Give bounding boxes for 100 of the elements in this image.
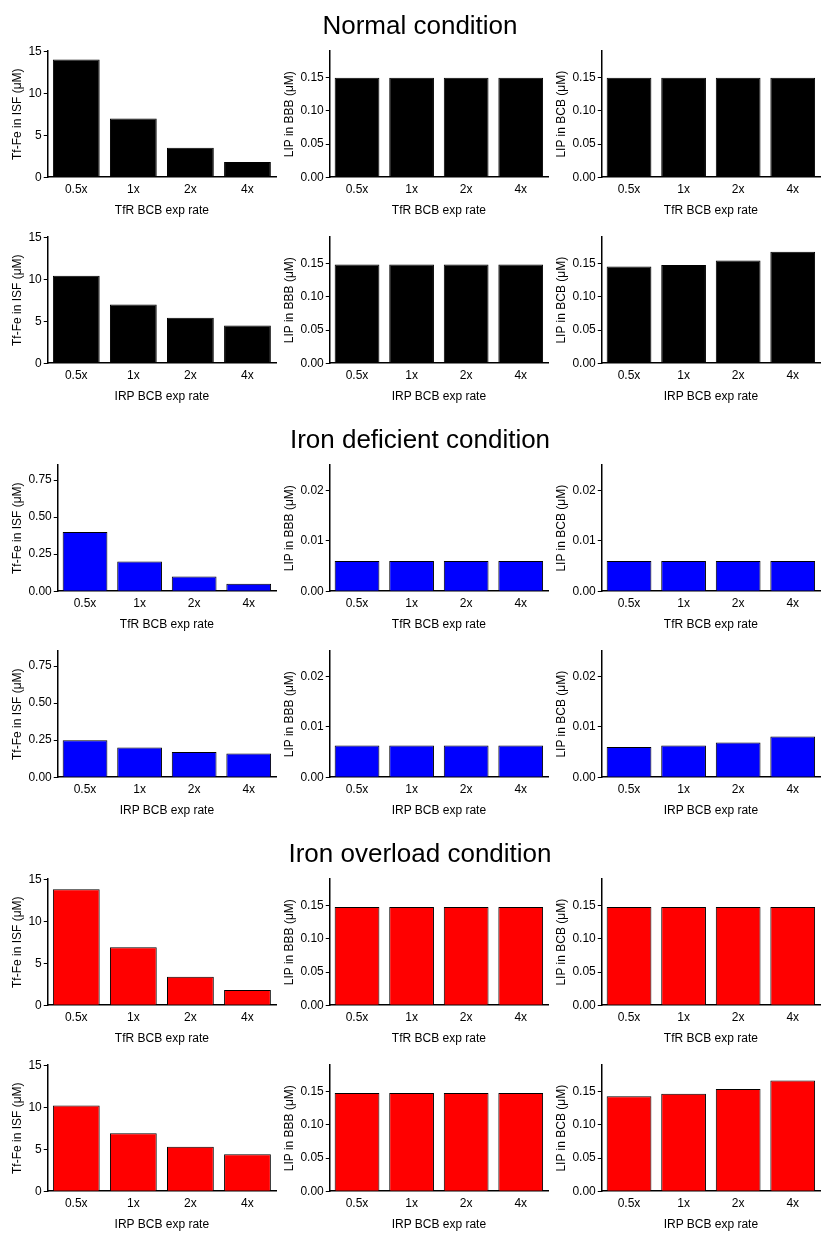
x-tick-label: 2x [459,1009,473,1024]
x-axis-title: TfR BCB exp rate [663,617,759,632]
y-tick-label: 0.15 [572,256,597,271]
y-tick-label: 0 [35,997,43,1012]
y-tick-label: 0.05 [300,964,325,979]
x-tick-label: 1x [677,595,690,610]
x-tick-label: 4x [242,781,256,796]
y-tick-label: 0.10 [300,1117,325,1132]
y-tick-label: 0.15 [300,898,325,913]
y-tick-label: 0.05 [572,964,597,979]
y-tick-label: 0.05 [300,1150,325,1165]
x-tick-label: 0.5x [345,367,369,382]
y-axis-title: LIP in BBB (μM) [281,899,296,986]
x-tick-label: 2x [459,1195,473,1210]
y-tick-label: 0 [35,169,43,184]
x-tick-label: 1x [677,1195,690,1210]
y-tick-label: 0.01 [572,719,597,734]
x-tick-label: 0.5x [617,367,641,382]
y-tick-label: 15 [28,871,43,886]
x-tick-label: 0.5x [345,1195,369,1210]
y-tick-label: 0.01 [300,533,325,548]
y-tick-label: 15 [28,1057,43,1072]
y-tick-label: 0.10 [300,103,325,118]
x-tick-label: 2x [731,1195,745,1210]
x-axis-title: IRP BCB exp rate [114,1217,210,1232]
x-tick-label: 0.5x [64,367,88,382]
x-axis-title: IRP BCB exp rate [391,803,487,818]
x-axis-title: TfR BCB exp rate [391,617,487,632]
text: Iron overload condition [287,837,553,870]
x-tick-label: 2x [731,595,745,610]
x-axis-title: TfR BCB exp rate [663,1031,759,1046]
y-tick-label: 0.10 [572,931,597,946]
x-axis-title: IRP BCB exp rate [391,389,487,404]
y-tick-label: 0.05 [300,322,325,337]
y-tick-label: 0 [35,1183,43,1198]
y-axis-title: Tf-Fe in ISF (μM) [9,254,24,346]
x-tick-label: 2x [731,367,745,382]
x-tick-label: 1x [677,181,690,196]
x-tick-label: 4x [241,1195,254,1210]
x-axis-title: IRP BCB exp rate [663,803,759,818]
x-tick-label: 0.5x [617,1009,641,1024]
x-tick-label: 1x [133,595,146,610]
x-axis-title: IRP BCB exp rate [663,389,759,404]
x-tick-label: 4x [514,367,528,382]
x-tick-label: 4x [241,367,254,382]
x-tick-label: 2x [731,1009,745,1024]
x-tick-label: 2x [459,781,473,796]
x-tick-label: 4x [241,181,254,196]
x-tick-label: 1x [405,181,418,196]
x-tick-label: 2x [731,781,745,796]
x-tick-label: 0.5x [73,781,97,796]
x-tick-label: 1x [405,1195,418,1210]
y-tick-label: 0 [35,355,43,370]
x-tick-label: 0.5x [73,595,97,610]
y-tick-label: 0.00 [300,169,325,184]
x-axis-title: TfR BCB exp rate [114,203,210,218]
y-tick-label: 0.00 [300,583,325,598]
x-tick-label: 2x [187,781,201,796]
x-tick-label: 1x [677,1009,690,1024]
x-tick-label: 2x [459,181,473,196]
y-axis-title: LIP in BCB (μM) [553,484,568,572]
y-tick-label: 0.10 [300,289,325,304]
y-tick-label: 0.02 [572,482,597,497]
y-tick-label: 0.25 [28,732,53,747]
y-axis-title: LIP in BBB (μM) [281,257,296,344]
y-tick-label: 0.15 [572,898,597,913]
y-tick-label: 0.15 [300,70,325,85]
x-tick-label: 0.5x [64,1009,88,1024]
y-tick-label: 0.00 [300,769,325,784]
y-axis-title: Tf-Fe in ISF (μM) [9,68,24,160]
x-axis-title: IRP BCB exp rate [663,1217,759,1232]
x-tick-label: 0.5x [64,181,88,196]
y-tick-label: 15 [28,229,43,244]
y-axis-title: LIP in BBB (μM) [281,1085,296,1172]
y-tick-label: 0.00 [28,769,53,784]
x-tick-label: 4x [514,595,528,610]
x-tick-label: 1x [405,367,418,382]
y-tick-label: 0.75 [28,658,53,673]
y-axis-title: LIP in BBB (μM) [281,485,296,572]
x-tick-label: 0.5x [64,1195,88,1210]
y-tick-label: 5 [35,955,43,970]
y-axis-title: LIP in BCB (μM) [553,70,568,158]
y-tick-label: 0.00 [300,1183,325,1198]
x-tick-label: 2x [184,1195,197,1210]
y-tick-label: 0.10 [572,1117,597,1132]
x-axis-title: TfR BCB exp rate [119,617,215,632]
x-tick-label: 0.5x [617,1195,641,1210]
x-axis-title: TfR BCB exp rate [391,1031,487,1046]
x-tick-label: 4x [786,181,800,196]
y-tick-label: 0.05 [572,136,597,151]
y-tick-label: 0.02 [300,482,325,497]
y-axis-title: LIP in BBB (μM) [281,71,296,158]
y-tick-label: 10 [28,1099,43,1114]
x-tick-label: 2x [184,367,197,382]
y-axis-title: LIP in BCB (μM) [553,1084,568,1172]
x-axis-title: TfR BCB exp rate [391,203,487,218]
x-tick-label: 0.5x [345,781,369,796]
x-tick-label: 1x [405,1009,418,1024]
y-tick-label: 0.50 [28,509,53,524]
y-tick-label: 0.00 [300,997,325,1012]
